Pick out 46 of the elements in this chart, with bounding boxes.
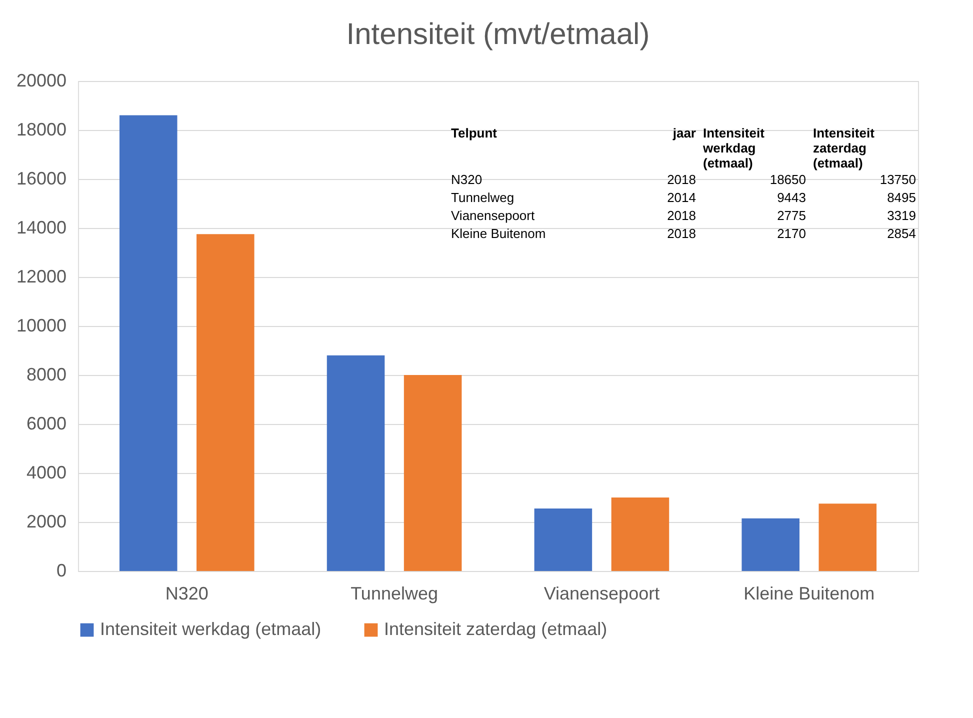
y-tick-label: 16000 bbox=[16, 168, 66, 188]
annotation: 2854 bbox=[887, 226, 916, 241]
bar bbox=[611, 498, 670, 571]
bar bbox=[404, 375, 462, 571]
annotation: 2018 bbox=[667, 226, 696, 241]
y-tick-label: 8000 bbox=[26, 364, 66, 384]
x-tick-label: Tunnelweg bbox=[350, 584, 438, 604]
y-tick-label: 6000 bbox=[26, 414, 66, 434]
y-tick-label: 20000 bbox=[16, 70, 66, 90]
annotation: Vianensepoort bbox=[451, 208, 535, 223]
annotation: Intensiteit zaterdag (etmaal) bbox=[813, 126, 876, 170]
x-tick-label: N320 bbox=[165, 584, 208, 604]
bar bbox=[818, 504, 877, 571]
annotation: 8495 bbox=[887, 190, 916, 205]
annotation: 3319 bbox=[887, 208, 916, 223]
y-tick-label: 4000 bbox=[26, 462, 66, 482]
bar bbox=[326, 355, 385, 571]
y-tick-label: 0 bbox=[56, 560, 66, 580]
x-tick-label: Kleine Buitenom bbox=[744, 584, 875, 604]
annotation: 2170 bbox=[777, 226, 806, 241]
legend-label: Intensiteit zaterdag (etmaal) bbox=[384, 619, 608, 639]
annotation: Intensiteit werkdag (etmaal) bbox=[702, 126, 766, 170]
annotation: 13750 bbox=[880, 172, 916, 187]
annotation: Telpunt bbox=[451, 126, 498, 140]
legend-label: Intensiteit werkdag (etmaal) bbox=[100, 619, 322, 639]
annotation: 18650 bbox=[770, 172, 806, 187]
annotation: 9443 bbox=[777, 190, 806, 205]
bar bbox=[534, 508, 592, 571]
y-tick-label: 14000 bbox=[16, 218, 66, 238]
annotation: 2775 bbox=[777, 208, 806, 223]
bar bbox=[119, 115, 178, 571]
y-tick-label: 2000 bbox=[26, 512, 66, 532]
bar bbox=[742, 518, 800, 571]
x-tick-label: Vianensepoort bbox=[544, 584, 660, 604]
y-tick-label: 10000 bbox=[16, 316, 66, 336]
annotation: 2018 bbox=[667, 208, 696, 223]
annotation: 2014 bbox=[667, 190, 696, 205]
y-tick-label: 12000 bbox=[16, 266, 66, 286]
annotation: N320 bbox=[451, 172, 482, 187]
annotation: jaar bbox=[672, 126, 696, 140]
annotation: 2018 bbox=[667, 172, 696, 187]
bar bbox=[196, 234, 254, 571]
annotation: Kleine Buitenom bbox=[451, 226, 546, 241]
chart-title: Intensiteit (mvt/etmaal) bbox=[346, 18, 650, 51]
y-tick-label: 18000 bbox=[16, 120, 66, 140]
annotation: Tunnelweg bbox=[451, 190, 514, 205]
